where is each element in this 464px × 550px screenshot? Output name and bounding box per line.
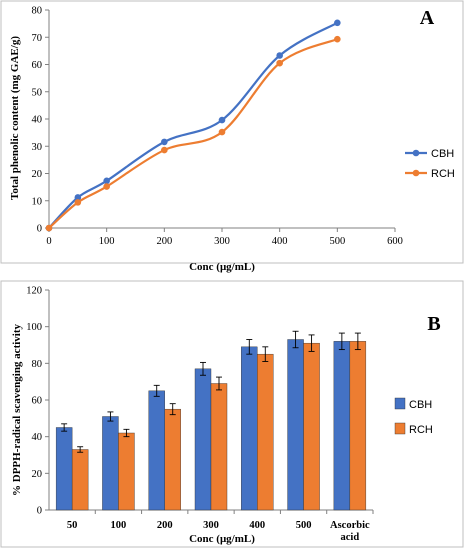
chart-b-x-tick-label: 500 xyxy=(296,520,312,531)
chart-b-bar-rch xyxy=(210,383,228,511)
chart-b-y-tick-label: 120 xyxy=(26,286,42,297)
chart-b-bar-rch xyxy=(303,342,320,511)
chart-b-x-tick-label: 100 xyxy=(111,520,127,531)
chart-a-legend-marker-cbh xyxy=(412,149,420,157)
chart-a-y-tick-label: 40 xyxy=(32,115,43,126)
chart-b-legend-swatch-cbh xyxy=(394,397,406,410)
chart-b-x-tick-label: 50 xyxy=(67,520,78,531)
chart-a-x-tick-label: 0 xyxy=(46,236,51,247)
chart-b-y-tick-label: 0 xyxy=(37,506,42,517)
chart-a-y-axis-title: Total phenolic content (mg GAE/g) xyxy=(9,36,21,200)
chart-a-y-tick-label: 30 xyxy=(32,142,43,153)
chart-b-x-tick-label: 300 xyxy=(203,520,219,531)
chart-b-bar-cbh xyxy=(241,346,258,511)
chart-b-x-axis-title: Conc (μg/mL) xyxy=(189,533,255,545)
chart-b-bar-cbh xyxy=(333,341,351,511)
chart-b-bar-rch xyxy=(164,408,181,511)
chart-a-legend-label-cbh: CBH xyxy=(431,148,454,160)
chart-b-bar-rch xyxy=(349,341,367,511)
chart-a-x-tick-label: 100 xyxy=(99,236,115,247)
chart-a-point-cbh xyxy=(74,194,82,201)
panel-b-label: B xyxy=(427,313,440,335)
chart-b-legend-swatch-rch xyxy=(394,422,406,435)
chart-a-point-rch xyxy=(45,224,53,232)
chart-a-y-tick-label: 20 xyxy=(32,169,43,180)
chart-b-bar-cbh xyxy=(102,416,119,511)
chart-b-bar-cbh xyxy=(287,339,304,511)
chart-a-point-cbh xyxy=(334,19,341,27)
chart-a-point-rch xyxy=(103,183,110,190)
chart-b-y-tick-label: 60 xyxy=(32,396,43,407)
chart-b-x-tick-label: Ascorbic acid xyxy=(330,520,370,543)
chart-a-y-tick-label: 60 xyxy=(32,60,43,71)
chart-b-x-tick-label: 400 xyxy=(249,520,265,531)
chart-a-point-cbh xyxy=(103,177,110,185)
chart-a-y-tick-label: 50 xyxy=(32,87,43,98)
chart-a-x-tick-label: 400 xyxy=(272,236,288,247)
chart-a-point-cbh xyxy=(161,138,168,146)
chart-b-legend-label-rch: RCH xyxy=(409,424,433,436)
chart-a-point-rch xyxy=(74,199,82,206)
chart-a-y-tick-label: 70 xyxy=(32,33,43,44)
chart-a-x-tick-label: 500 xyxy=(329,236,345,247)
chart-a-y-tick-label: 80 xyxy=(32,6,43,17)
chart-b-y-tick-label: 40 xyxy=(32,432,43,443)
chart-b-bar-rch xyxy=(257,353,274,511)
chart-b-x-tick-label: 200 xyxy=(157,520,173,531)
chart-a-point-cbh xyxy=(276,52,283,59)
chart-a-legend-marker-rch xyxy=(412,169,420,177)
chart-a-point-rch xyxy=(218,128,226,136)
chart-a-y-tick-label: 0 xyxy=(37,224,42,235)
chart-a-x-tick-label: 200 xyxy=(156,236,172,247)
chart-b-y-tick-label: 100 xyxy=(26,322,42,333)
chart-a-point-rch xyxy=(276,59,283,67)
chart-b: 0 20 40 60 80 100 120 50 100 200 300 400 500 Ascorbic… xyxy=(26,286,433,544)
chart-a-x-axis-title: Conc (μg/mL) xyxy=(189,261,255,273)
chart-b-y-tick-label: 80 xyxy=(32,359,43,370)
panel-b-frame xyxy=(0,280,464,548)
chart-a-point-rch xyxy=(334,35,341,43)
chart-b-bar-rch xyxy=(71,449,89,511)
chart-a-point-cbh xyxy=(218,116,226,124)
chart-b-bar-cbh xyxy=(194,368,212,511)
chart-a-legend-label-rch: RCH xyxy=(431,168,455,180)
chart-a-y-tick-label: 10 xyxy=(32,196,43,207)
panel-a-frame xyxy=(0,0,464,264)
chart-a: 0 10 20 30 40 50 60 70 80 0 100 200 300 400 500 600 CBH R… xyxy=(32,6,455,248)
panel-a-label: A xyxy=(420,7,435,29)
chart-b-y-tick-label: 20 xyxy=(32,469,43,480)
chart-b-bar-cbh xyxy=(148,390,165,511)
chart-b-bar-cbh xyxy=(55,427,73,511)
chart-b-legend-label-cbh: CBH xyxy=(409,399,432,411)
chart-b-bar-rch xyxy=(118,432,135,511)
chart-a-x-tick-label: 600 xyxy=(387,236,403,247)
chart-a-point-rch xyxy=(161,146,168,154)
chart-a-x-tick-label: 300 xyxy=(214,236,230,247)
chart-b-y-axis-title: % DPPH-radical scavenging activity xyxy=(11,324,23,497)
